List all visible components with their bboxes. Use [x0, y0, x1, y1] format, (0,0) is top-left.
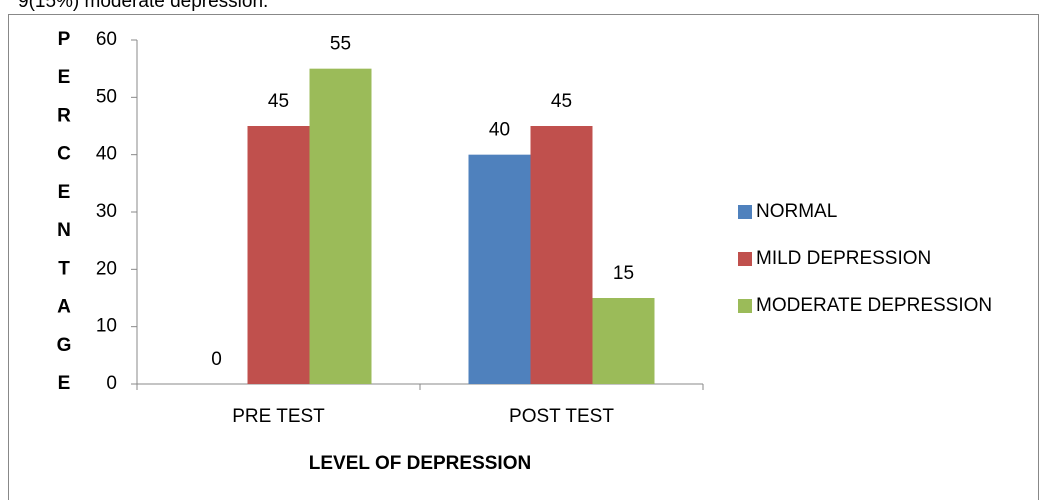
bar [530, 126, 593, 384]
bar [468, 154, 531, 384]
text-above: 9(15%) moderate depression. [18, 0, 268, 12]
legend-label: MILD DEPRESSION [756, 248, 931, 269]
x-tick-label: PRE TEST [232, 406, 325, 427]
bar [247, 126, 310, 384]
data-label: 0 [211, 349, 222, 370]
y-tick-label: 40 [96, 144, 117, 165]
bar [592, 298, 655, 384]
y-tick-label: 20 [96, 258, 117, 279]
x-tick-label: POST TEST [509, 406, 614, 427]
y-tick-label: 10 [96, 316, 117, 337]
y-tick-label: 30 [96, 201, 117, 222]
data-label: 40 [489, 120, 510, 141]
data-label: 45 [551, 91, 572, 112]
data-label: 15 [613, 263, 634, 284]
legend-swatch [738, 252, 752, 266]
x-axis-title: LEVEL OF DEPRESSION [309, 453, 531, 474]
legend-label: NORMAL [756, 201, 837, 222]
y-tick-label: 60 [96, 29, 117, 50]
legend-label: MODERATE DEPRESSION [756, 295, 992, 316]
y-tick-label: 50 [96, 86, 117, 107]
data-label: 45 [268, 91, 289, 112]
bar [309, 68, 372, 385]
legend-swatch [738, 205, 752, 219]
legend-swatch [738, 299, 752, 313]
y-tick-label: 0 [106, 373, 117, 394]
data-label: 55 [330, 34, 351, 55]
chart-border [8, 14, 1039, 500]
